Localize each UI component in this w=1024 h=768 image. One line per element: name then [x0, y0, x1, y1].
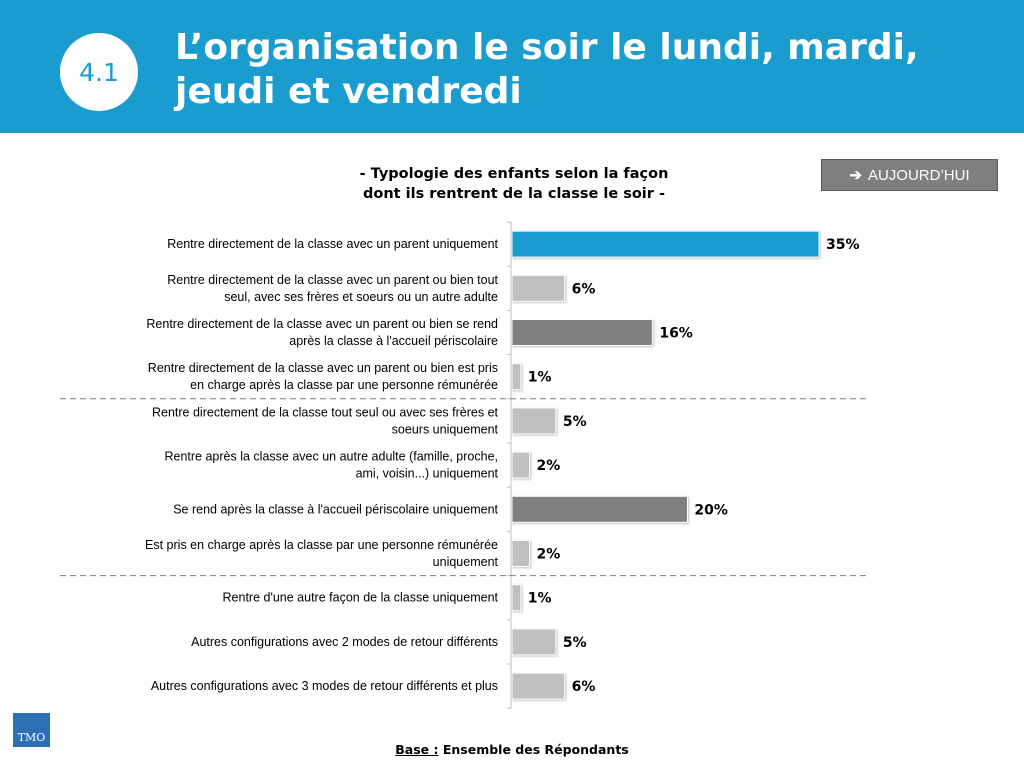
bar	[511, 495, 688, 523]
section-badge: 4.1	[60, 33, 138, 111]
bar	[511, 672, 566, 700]
category-label: Se rend après la classe à l'accueil péri…	[173, 502, 498, 516]
value-label: 16%	[659, 326, 693, 342]
today-tag: ➔ AUJOURD’HUI	[821, 159, 998, 191]
bar	[511, 230, 820, 258]
header-bar: 4.1 L’organisation le soir le lundi, mar…	[0, 0, 1024, 133]
bar	[511, 274, 566, 302]
category-label: Rentre directement de la classe avec un …	[146, 317, 498, 348]
value-label: 5%	[563, 635, 587, 651]
today-tag-label: AUJOURD’HUI	[867, 166, 970, 184]
bar	[511, 363, 522, 391]
title-line-2: jeudi et vendredi	[175, 71, 522, 112]
title-line-1: L’organisation le soir le lundi, mardi,	[175, 27, 919, 68]
logo-text: TMO	[17, 731, 46, 744]
bar	[511, 407, 557, 435]
bar	[511, 540, 531, 567]
value-label: 2%	[537, 547, 561, 563]
category-label: Rentre directement de la classe avec un …	[148, 361, 498, 392]
category-label: Rentre après la classe avec un autre adu…	[164, 450, 498, 481]
category-label: Rentre directement de la classe avec un …	[167, 273, 498, 304]
bar	[511, 319, 653, 346]
arrow-right-icon: ➔	[849, 167, 862, 184]
tmo-logo: TMO	[13, 713, 50, 747]
chart-title-line: dont ils rentrent de la classe le soir -	[363, 186, 665, 202]
category-label: Est pris en charge après la classe par u…	[145, 538, 499, 569]
category-label: Rentre directement de la classe tout seu…	[152, 405, 499, 436]
category-label: Rentre directement de la classe avec un …	[167, 237, 498, 251]
bar	[511, 584, 522, 612]
chart-title-line: - Typologie des enfants selon la façon	[359, 166, 669, 182]
value-label: 35%	[826, 237, 860, 253]
value-label: 1%	[528, 591, 552, 607]
chart-title: - Typologie des enfants selon la façon do…	[300, 164, 728, 204]
value-label: 20%	[694, 502, 728, 518]
page-title: L’organisation le soir le lundi, mardi, …	[175, 26, 975, 114]
bar	[511, 451, 531, 479]
category-label: Rentre d'une autre façon de la classe un…	[223, 591, 499, 605]
value-label: 5%	[563, 414, 587, 430]
value-label: 1%	[528, 370, 552, 386]
category-label: Autres configurations avec 3 modes de re…	[151, 679, 498, 693]
category-label: Autres configurations avec 2 modes de re…	[191, 635, 498, 649]
value-label: 2%	[537, 458, 561, 474]
bar	[511, 628, 557, 656]
value-label: 6%	[572, 679, 596, 695]
footer-base: Base : Ensemble des Répondants	[300, 742, 724, 757]
base-text: Ensemble des Répondants	[438, 742, 629, 757]
base-label: Base :	[395, 742, 439, 757]
value-label: 6%	[572, 281, 596, 297]
